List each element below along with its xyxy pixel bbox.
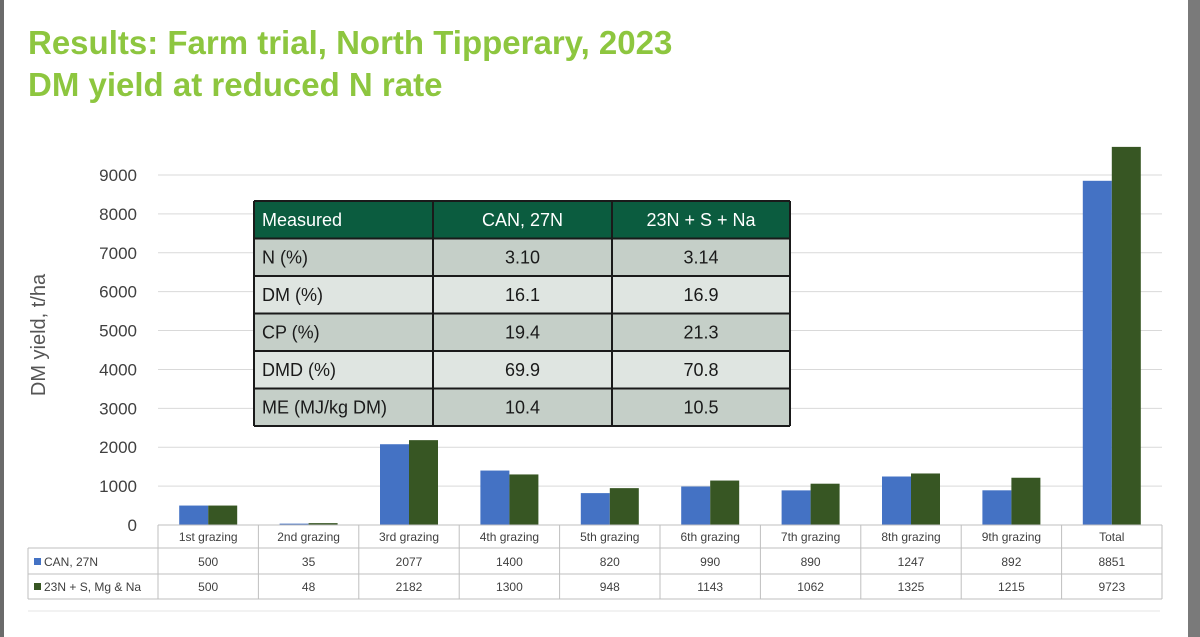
data-table-value: 820: [600, 555, 620, 569]
inset-table-cell: 10.5: [683, 398, 718, 418]
bar: [609, 488, 639, 525]
data-table-value: 1247: [898, 555, 925, 569]
inset-table-cell: 70.8: [683, 360, 718, 380]
bar: [911, 473, 940, 525]
bar: [710, 480, 740, 525]
y-tick-label: 4000: [99, 360, 137, 379]
data-table-value: 1062: [797, 580, 824, 594]
x-category-label: 1st grazing: [179, 530, 238, 544]
data-table-value: 9723: [1098, 580, 1125, 594]
inset-table-row-bg: [254, 388, 790, 426]
inset-table-cell: 16.1: [505, 285, 540, 305]
x-category-label: 9th grazing: [982, 530, 1041, 544]
bar: [1082, 180, 1112, 526]
inset-table-cell: N (%): [262, 248, 308, 268]
data-table-value: 2077: [396, 555, 423, 569]
x-category-label: Total: [1099, 530, 1124, 544]
right-frame-border: [1188, 0, 1200, 637]
inset-table-row-bg: [254, 351, 790, 389]
x-category-label: 7th grazing: [781, 530, 840, 544]
data-table-value: 35: [302, 555, 316, 569]
inset-table-row-bg: [254, 238, 790, 276]
inset-table-header: Measured: [262, 210, 342, 230]
data-table-value: 990: [700, 555, 720, 569]
x-category-label: 6th grazing: [681, 530, 740, 544]
data-table-value: 1325: [898, 580, 925, 594]
inset-table-cell: 19.4: [505, 323, 540, 343]
inset-table-cell: 21.3: [683, 323, 718, 343]
inset-table-cell: 69.9: [505, 360, 540, 380]
bar: [1011, 477, 1041, 525]
slide-title: Results: Farm trial, North Tipperary, 20…: [28, 22, 672, 106]
inset-table-cell: CP (%): [262, 323, 320, 343]
y-tick-label: 8000: [99, 205, 137, 224]
x-category-label: 2nd grazing: [277, 530, 340, 544]
x-category-label: 8th grazing: [881, 530, 940, 544]
inset-table-cell: 10.4: [505, 398, 540, 418]
y-tick-label: 5000: [99, 322, 137, 341]
legend-label: CAN, 27N: [44, 555, 98, 569]
bar: [409, 440, 438, 525]
bar: [781, 490, 811, 525]
y-tick-label: 2000: [99, 438, 137, 457]
bar: [480, 470, 510, 525]
bar: [882, 476, 911, 525]
inset-table-cell: DM (%): [262, 285, 323, 305]
y-tick-label: 6000: [99, 283, 137, 302]
bar: [810, 483, 840, 525]
inset-table-cell: 3.10: [505, 248, 540, 268]
inset-table-header-bg: [254, 201, 790, 239]
inset-table-row-bg: [254, 313, 790, 351]
legend-label: 23N + S, Mg & Na: [44, 580, 141, 594]
legend-swatch: [34, 558, 41, 565]
data-table-value: 500: [198, 555, 218, 569]
y-tick-label: 7000: [99, 244, 137, 263]
bar: [580, 493, 610, 525]
x-category-label: 3rd grazing: [379, 530, 439, 544]
data-table-value: 892: [1001, 555, 1021, 569]
bar: [308, 523, 338, 525]
data-table-value: 8851: [1098, 555, 1125, 569]
inset-table-cell: ME (MJ/kg DM): [262, 398, 387, 418]
data-table-value: 1400: [496, 555, 523, 569]
data-table-value: 48: [302, 580, 316, 594]
y-axis-label: DM yield, t/ha: [28, 273, 50, 396]
inset-table-row-bg: [254, 276, 790, 314]
title-line-1: Results: Farm trial, North Tipperary, 20…: [28, 24, 673, 61]
bar: [982, 490, 1012, 525]
x-category-label: 5th grazing: [580, 530, 639, 544]
inset-table-cell: 3.14: [683, 248, 718, 268]
left-frame-border: [0, 0, 4, 637]
legend-swatch: [34, 583, 41, 590]
y-tick-label: 0: [128, 516, 137, 535]
bar: [179, 505, 209, 525]
bar: [509, 474, 539, 525]
data-table-value: 1143: [697, 580, 723, 594]
bar: [1111, 146, 1141, 525]
data-table-value: 1215: [998, 580, 1025, 594]
y-tick-label: 3000: [99, 399, 137, 418]
data-table-value: 2182: [396, 580, 423, 594]
bar: [681, 486, 711, 525]
inset-table-cell: DMD (%): [262, 360, 336, 380]
bar: [208, 505, 238, 525]
data-table-value: 890: [801, 555, 821, 569]
inset-table-header: CAN, 27N: [482, 210, 563, 230]
y-tick-label: 1000: [99, 477, 137, 496]
inset-table-cell: 16.9: [683, 285, 718, 305]
x-category-label: 4th grazing: [480, 530, 539, 544]
inset-table-header: 23N + S + Na: [646, 210, 756, 230]
data-table-value: 500: [198, 580, 218, 594]
data-table-value: 948: [600, 580, 620, 594]
data-table-value: 1300: [496, 580, 523, 594]
bar: [279, 523, 309, 525]
title-line-2: DM yield at reduced N rate: [28, 66, 443, 103]
bar: [380, 444, 409, 525]
y-tick-label: 9000: [99, 166, 137, 185]
